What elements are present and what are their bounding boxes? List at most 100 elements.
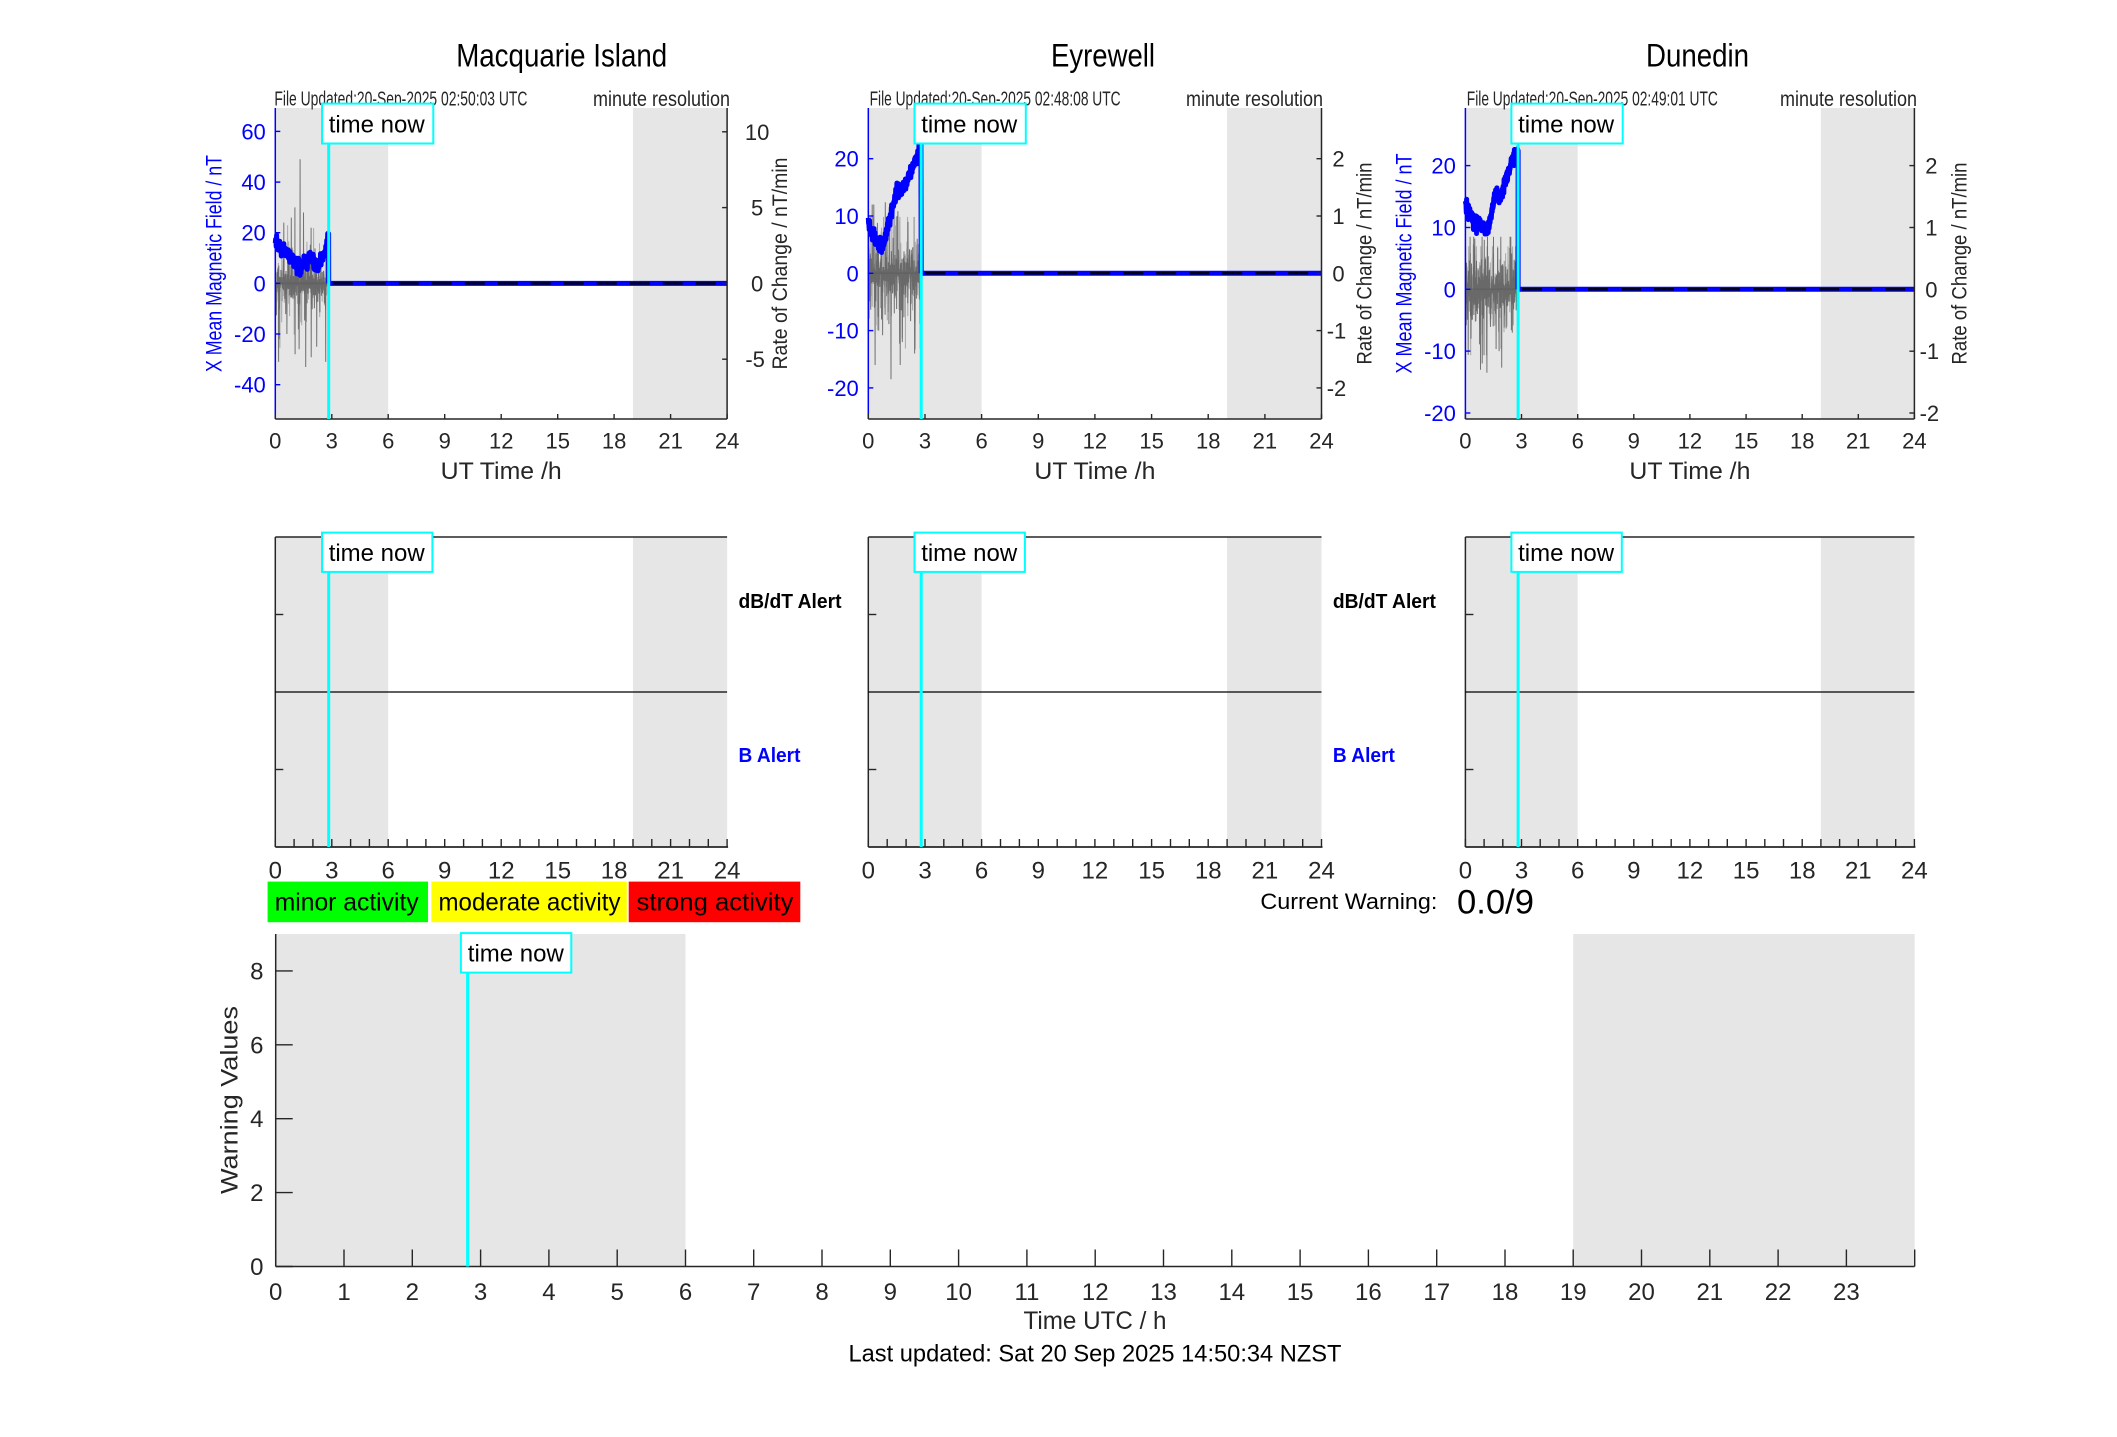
svg-text:40: 40 [241, 170, 265, 195]
svg-text:Last updated: Sat 20 Sep 2025: Last updated: Sat 20 Sep 2025 14:50:34 N… [849, 1341, 1342, 1368]
svg-text:minute resolution: minute resolution [1780, 88, 1917, 111]
svg-text:21: 21 [1252, 858, 1279, 885]
svg-text:Current Warning:: Current Warning: [1260, 889, 1437, 914]
svg-text:18: 18 [1196, 429, 1220, 454]
svg-text:0.0/9: 0.0/9 [1457, 884, 1534, 922]
svg-text:6: 6 [382, 429, 394, 454]
svg-text:0: 0 [1459, 858, 1472, 885]
svg-text:20: 20 [1628, 1279, 1655, 1306]
svg-text:3: 3 [325, 858, 338, 885]
svg-text:12: 12 [1678, 429, 1702, 454]
svg-text:10: 10 [1431, 216, 1455, 241]
svg-text:18: 18 [1195, 858, 1222, 885]
svg-text:UT Time /h: UT Time /h [1034, 458, 1155, 485]
svg-text:6: 6 [1572, 429, 1584, 454]
svg-text:3: 3 [1515, 858, 1528, 885]
svg-text:24: 24 [1308, 858, 1335, 885]
svg-text:18: 18 [601, 858, 628, 885]
svg-text:15: 15 [1138, 858, 1165, 885]
svg-text:0: 0 [1925, 277, 1937, 302]
svg-text:21: 21 [1253, 429, 1277, 454]
svg-text:6: 6 [975, 858, 988, 885]
svg-text:0: 0 [862, 429, 874, 454]
svg-text:B Alert: B Alert [739, 745, 801, 767]
svg-text:9: 9 [439, 429, 451, 454]
svg-text:12: 12 [1083, 429, 1107, 454]
svg-text:14: 14 [1218, 1279, 1245, 1306]
svg-text:9: 9 [438, 858, 451, 885]
svg-text:10: 10 [834, 204, 858, 229]
svg-text:Rate of Change / nT/min: Rate of Change / nT/min [769, 158, 792, 370]
svg-text:15: 15 [1139, 429, 1163, 454]
svg-text:15: 15 [1733, 858, 1760, 885]
svg-text:dB/dT Alert: dB/dT Alert [739, 591, 842, 613]
svg-text:-1: -1 [1920, 339, 1940, 364]
svg-text:60: 60 [241, 119, 265, 144]
svg-text:5: 5 [751, 196, 763, 221]
svg-text:21: 21 [1696, 1279, 1723, 1306]
svg-text:moderate activity: moderate activity [439, 889, 621, 917]
svg-text:-5: -5 [745, 347, 765, 372]
svg-text:0: 0 [862, 858, 875, 885]
svg-text:8: 8 [250, 958, 263, 985]
svg-text:1: 1 [337, 1279, 350, 1306]
svg-text:18: 18 [1789, 858, 1816, 885]
svg-text:Dunedin: Dunedin [1646, 38, 1749, 74]
svg-text:9: 9 [1628, 429, 1640, 454]
svg-text:1: 1 [1925, 216, 1937, 241]
svg-text:22: 22 [1765, 1279, 1792, 1306]
svg-text:1: 1 [1332, 204, 1344, 229]
svg-text:24: 24 [715, 429, 739, 454]
svg-text:21: 21 [657, 858, 684, 885]
svg-text:Macquarie Island: Macquarie Island [456, 38, 667, 74]
svg-text:16: 16 [1355, 1279, 1382, 1306]
svg-text:minute resolution: minute resolution [1186, 88, 1323, 111]
svg-text:15: 15 [1734, 429, 1758, 454]
svg-text:23: 23 [1833, 1279, 1860, 1306]
svg-text:21: 21 [658, 429, 682, 454]
svg-text:X Mean Magnetic Field / nT: X Mean Magnetic Field / nT [201, 155, 226, 372]
svg-text:time now: time now [1518, 111, 1615, 138]
svg-text:-10: -10 [1424, 339, 1456, 364]
svg-text:0: 0 [751, 271, 763, 296]
svg-text:24: 24 [1901, 858, 1928, 885]
svg-text:time now: time now [329, 111, 426, 138]
svg-text:3: 3 [918, 858, 931, 885]
svg-text:18: 18 [602, 429, 626, 454]
svg-text:18: 18 [1492, 1279, 1519, 1306]
svg-text:time now: time now [921, 111, 1018, 138]
svg-text:Rate of Change / nT/min: Rate of Change / nT/min [1949, 163, 1972, 365]
svg-text:12: 12 [1677, 858, 1704, 885]
svg-text:15: 15 [544, 858, 571, 885]
svg-text:5: 5 [611, 1279, 624, 1306]
svg-text:3: 3 [919, 429, 931, 454]
svg-text:X Mean Magnetic Field / nT: X Mean Magnetic Field / nT [1392, 154, 1417, 374]
svg-text:0: 0 [847, 261, 859, 286]
svg-text:UT Time /h: UT Time /h [1629, 458, 1750, 485]
svg-text:24: 24 [1309, 429, 1333, 454]
svg-text:-20: -20 [234, 322, 266, 347]
svg-text:13: 13 [1150, 1279, 1177, 1306]
svg-text:21: 21 [1845, 858, 1872, 885]
svg-text:time now: time now [468, 940, 565, 967]
svg-text:0: 0 [269, 429, 281, 454]
svg-text:-10: -10 [827, 319, 859, 344]
svg-text:0: 0 [1332, 261, 1344, 286]
svg-text:12: 12 [488, 858, 515, 885]
svg-text:-2: -2 [1920, 401, 1940, 426]
svg-text:0: 0 [269, 858, 282, 885]
svg-text:20: 20 [241, 221, 265, 246]
svg-text:17: 17 [1423, 1279, 1450, 1306]
svg-text:3: 3 [474, 1279, 487, 1306]
svg-text:-2: -2 [1327, 376, 1347, 401]
svg-text:0: 0 [269, 1279, 282, 1306]
svg-text:21: 21 [1846, 429, 1870, 454]
svg-text:minor activity: minor activity [275, 889, 419, 917]
svg-text:4: 4 [250, 1106, 263, 1133]
svg-text:strong activity: strong activity [637, 889, 795, 917]
svg-text:0: 0 [1444, 277, 1456, 302]
svg-text:24: 24 [1902, 429, 1926, 454]
svg-text:11: 11 [1014, 1279, 1039, 1306]
svg-text:6: 6 [250, 1032, 263, 1059]
svg-text:6: 6 [975, 429, 987, 454]
